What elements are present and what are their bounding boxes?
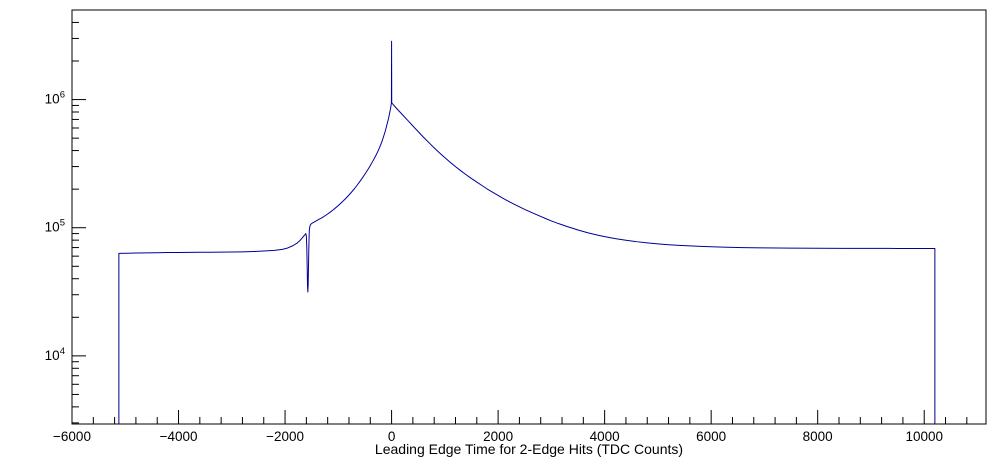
y-tick-label: 104 [45,346,65,363]
y-tick-label: 106 [45,90,65,107]
x-tick-label: −6000 [53,429,91,444]
x-axis-ticks [71,410,968,424]
x-tick-label: 6000 [696,429,726,444]
x-axis-title: Leading Edge Time for 2-Edge Hits (TDC C… [374,441,684,457]
x-axis-labels: −6000 −4000 −2000 0 2000 4000 6000 8000 10000 [53,429,943,444]
x-tick-label: −4000 [160,429,198,444]
x-tick-label: 8000 [803,429,833,444]
series-line-leading-edge-time-histogram [118,40,936,424]
y-tick-label: 105 [45,218,65,235]
y-axis-ticks [72,21,86,424]
x-tick-label: 0 [388,429,396,444]
x-tick-label: 2000 [483,429,513,444]
x-tick-label: 10000 [905,429,943,444]
x-tick-label: 4000 [590,429,620,444]
plot-frame [71,9,987,425]
y-axis-labels: 104 105 106 [45,90,65,363]
x-tick-label: −2000 [266,429,304,444]
